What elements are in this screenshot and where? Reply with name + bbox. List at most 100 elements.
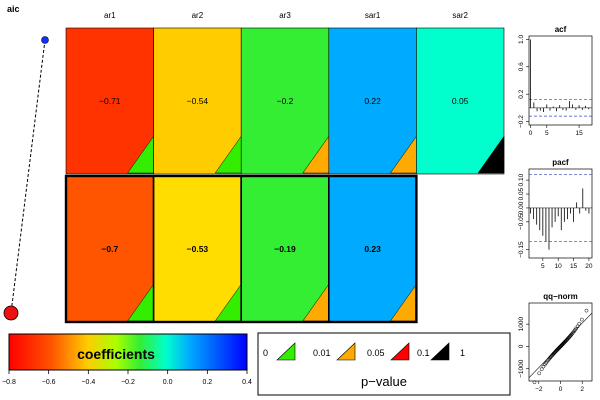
heatmap-cell: −0.19 <box>240 175 330 323</box>
coefficient-value: −0.2 <box>277 96 294 106</box>
coefficients-tick-label: 0.0 <box>163 379 173 386</box>
heatmap-cell-fill <box>327 175 418 323</box>
heatmap-cell: −0.53 <box>152 175 243 323</box>
coefficients-legend: coefficients −0.8 −0.6 −0.4 −0.2 0.0 0.2 0.4 <box>2 333 252 386</box>
coefficient-value: −0.7 <box>101 244 118 254</box>
heatmap-cell-fill <box>65 27 154 175</box>
x-tick-label: 15 <box>575 130 583 137</box>
coefficient-value: −0.53 <box>187 244 209 254</box>
qq-point <box>584 308 589 313</box>
column-label-ar3: ar3 <box>279 11 291 20</box>
panel-title: qq−norm <box>543 292 577 301</box>
coefficients-legend-title: coefficients <box>77 346 155 362</box>
qqnorm-plot: qq−norm 1000 0 −1000 −2 0 2 <box>518 292 593 393</box>
qq-point <box>532 380 537 385</box>
coefficient-heatmap: −0.71 −0.54 −0.2 0.22 0.05 −0.7 −0.53 −0.19 0.23 <box>64 27 505 324</box>
qq-point <box>575 324 580 329</box>
heatmap-cell: 0.22 <box>328 27 417 175</box>
coefficients-tick-label: −0.2 <box>121 379 135 386</box>
pvalue-break-label: 1 <box>460 348 465 358</box>
coefficients-tick-label: −0.8 <box>2 379 16 386</box>
x-tick-label: 20 <box>585 263 593 270</box>
pvalue-triangle <box>477 135 505 174</box>
x-tick-label: 2 <box>580 386 584 393</box>
coefficients-colorbar <box>8 333 248 371</box>
coefficients-tick-label: −0.4 <box>81 379 95 386</box>
aic-dashed-line <box>10 39 46 314</box>
y-tick-label: 0.05 <box>518 187 525 200</box>
coefficient-value: −0.19 <box>274 244 296 254</box>
pvalue-legend-title: p−value <box>361 374 407 389</box>
heatmap-cell: −0.2 <box>240 27 330 175</box>
coefficient-value: 0.05 <box>452 96 469 106</box>
x-tick-label: 10 <box>555 263 563 270</box>
panel-title: acf <box>555 25 567 34</box>
pvalue-swatch <box>430 342 450 361</box>
pvalue-break-label: 0.01 <box>313 348 331 358</box>
y-tick-label: −0.2 <box>518 115 525 128</box>
aic-marker-low <box>41 36 49 44</box>
qq-point <box>579 317 584 322</box>
y-tick-label: 0 <box>518 344 525 348</box>
x-tick-label: 0 <box>559 386 563 393</box>
coefficient-value: −0.54 <box>187 96 209 106</box>
pvalue-legend: 0 0.01 0.05 0.1 1 p−value <box>257 332 511 396</box>
coefficients-tick-label: −0.6 <box>42 379 56 386</box>
coefficients-tick-label: 0.2 <box>202 379 212 386</box>
qq-point <box>570 331 575 336</box>
heatmap-cell: 0.23 <box>327 175 418 323</box>
pvalue-swatch <box>390 342 410 361</box>
column-label-ar1: ar1 <box>104 11 116 20</box>
panel-frame <box>528 35 593 126</box>
x-tick-label: −2 <box>535 386 543 393</box>
x-tick-label: 5 <box>545 130 549 137</box>
qq-point <box>577 321 582 326</box>
pvalue-swatch <box>336 342 356 361</box>
aic-label: aic <box>7 4 20 14</box>
y-tick-label: −1000 <box>518 359 525 378</box>
y-tick-label: 1000 <box>518 317 525 332</box>
acf-plot: acf 1.0 0.6 0.2 −0.2 0 5 15 <box>518 25 593 137</box>
qq-point <box>571 330 575 335</box>
heatmap-cell-fill <box>416 27 505 175</box>
column-label-ar2: ar2 <box>192 11 204 20</box>
coefficient-value: −0.71 <box>99 96 121 106</box>
coefficient-value: 0.23 <box>364 244 381 254</box>
y-tick-label: 0.00 <box>518 201 525 214</box>
x-tick-label: 5 <box>541 263 545 270</box>
heatmap-cell-fill <box>153 27 242 175</box>
heatmap-cell: −0.54 <box>153 27 242 175</box>
column-label-sar1: sar1 <box>365 11 381 20</box>
pvalue-legend-box <box>257 332 511 396</box>
pvalue-break-label: 0.1 <box>417 348 430 358</box>
selected-model-outline <box>64 174 418 324</box>
column-label-sar2: sar2 <box>452 11 468 20</box>
heatmap-cell: −0.7 <box>65 175 155 323</box>
y-tick-label: 0.6 <box>518 62 525 71</box>
y-tick-label: −0.15 <box>518 241 525 258</box>
y-tick-label: −0.05 <box>518 213 525 230</box>
heatmap-cell-fill <box>240 27 330 175</box>
panel-frame <box>528 168 593 259</box>
coefficients-tick-label: 0.4 <box>242 379 252 386</box>
x-tick-label: 0 <box>529 130 533 137</box>
pvalue-break-label: 0.05 <box>367 348 385 358</box>
x-tick-label: 15 <box>570 263 578 270</box>
column-labels: ar1 ar2 ar3 sar1 sar2 <box>104 11 469 20</box>
qq-point <box>537 371 542 376</box>
y-tick-label: 1.0 <box>518 35 525 44</box>
heatmap-cell: 0.05 <box>416 27 505 175</box>
qq-point <box>539 367 544 372</box>
heatmap-cell: −0.71 <box>65 27 154 175</box>
pvalue-break-label: 0 <box>263 348 268 358</box>
qq-point <box>545 359 549 364</box>
panel-frame <box>528 302 593 382</box>
y-tick-label: 0.10 <box>518 173 525 186</box>
y-tick-label: 0.2 <box>518 89 525 98</box>
pacf-plot: pacf 0.100.050.00−0.05 −0.15 5 10 15 20 <box>518 158 593 270</box>
pvalue-swatch <box>276 342 296 361</box>
aic-marker-high <box>3 305 19 321</box>
coefficient-value: 0.22 <box>364 96 381 106</box>
panel-title: pacf <box>552 158 569 167</box>
